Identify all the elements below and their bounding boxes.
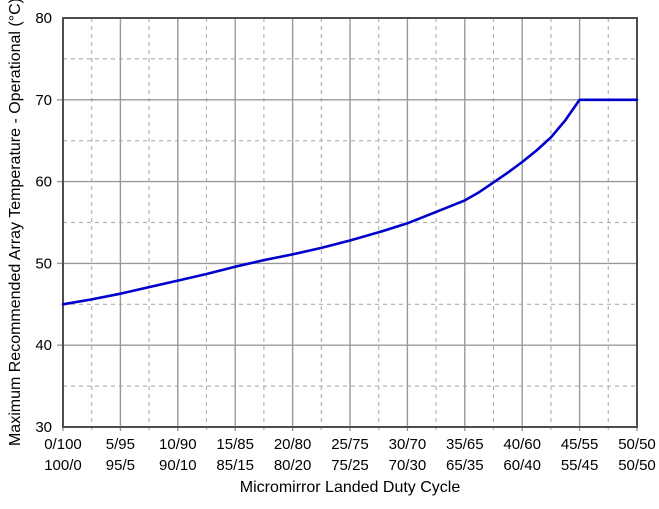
y-axis-title: Maximum Recommended Array Temperature - … bbox=[7, 0, 24, 447]
x-tick-label-bottom: 65/35 bbox=[446, 457, 484, 474]
x-tick-label-top: 30/70 bbox=[389, 436, 427, 453]
x-tick-label-top: 50/50 bbox=[618, 436, 656, 453]
x-tick-label-bottom: 80/20 bbox=[274, 457, 312, 474]
x-tick-label-top: 40/60 bbox=[503, 436, 541, 453]
x-tick-label-top: 10/90 bbox=[159, 436, 197, 453]
y-tick-label: 30 bbox=[35, 419, 52, 436]
x-tick-label-bottom: 60/40 bbox=[503, 457, 541, 474]
y-tick-label: 80 bbox=[35, 10, 52, 27]
x-tick-label-bottom: 100/0 bbox=[44, 457, 82, 474]
axis-ticks bbox=[57, 99, 638, 431]
x-tick-label-top: 25/75 bbox=[331, 436, 369, 453]
x-tick-label-bottom: 50/50 bbox=[618, 457, 656, 474]
x-tick-label-bottom: 55/45 bbox=[561, 457, 599, 474]
x-tick-label-top: 20/80 bbox=[274, 436, 312, 453]
x-tick-labels-bottom-row: 100/0 95/5 90/10 85/15 80/20 75/25 70/30 65/35 6… bbox=[44, 457, 656, 474]
y-tick-label: 50 bbox=[35, 255, 52, 272]
plot-border bbox=[62, 17, 638, 428]
x-axis-title: Micromirror Landed Duty Cycle bbox=[239, 479, 461, 496]
x-tick-labels-top-row: 0/100 5/95 10/90 15/85 20/80 25/75 30/70 35/65 4… bbox=[44, 436, 656, 453]
x-tick-label-top: 0/100 bbox=[44, 436, 82, 453]
y-tick-label: 70 bbox=[35, 92, 52, 109]
x-tick-label-bottom: 85/15 bbox=[216, 457, 254, 474]
y-tick-label: 40 bbox=[35, 337, 52, 354]
x-tick-label-top: 35/65 bbox=[446, 436, 484, 453]
x-tick-label-bottom: 70/30 bbox=[389, 457, 427, 474]
x-tick-label-bottom: 95/5 bbox=[106, 457, 135, 474]
temperature-curve bbox=[61, 98, 639, 306]
y-tick-labels: 30 40 50 60 70 80 bbox=[35, 10, 52, 436]
x-tick-label-bottom: 75/25 bbox=[331, 457, 369, 474]
x-tick-label-top: 45/55 bbox=[561, 436, 599, 453]
major-gridlines bbox=[63, 18, 637, 427]
x-tick-label-bottom: 90/10 bbox=[159, 457, 197, 474]
x-tick-label-top: 5/95 bbox=[106, 436, 135, 453]
x-tick-label-top: 15/85 bbox=[216, 436, 254, 453]
y-tick-label: 60 bbox=[35, 174, 52, 191]
